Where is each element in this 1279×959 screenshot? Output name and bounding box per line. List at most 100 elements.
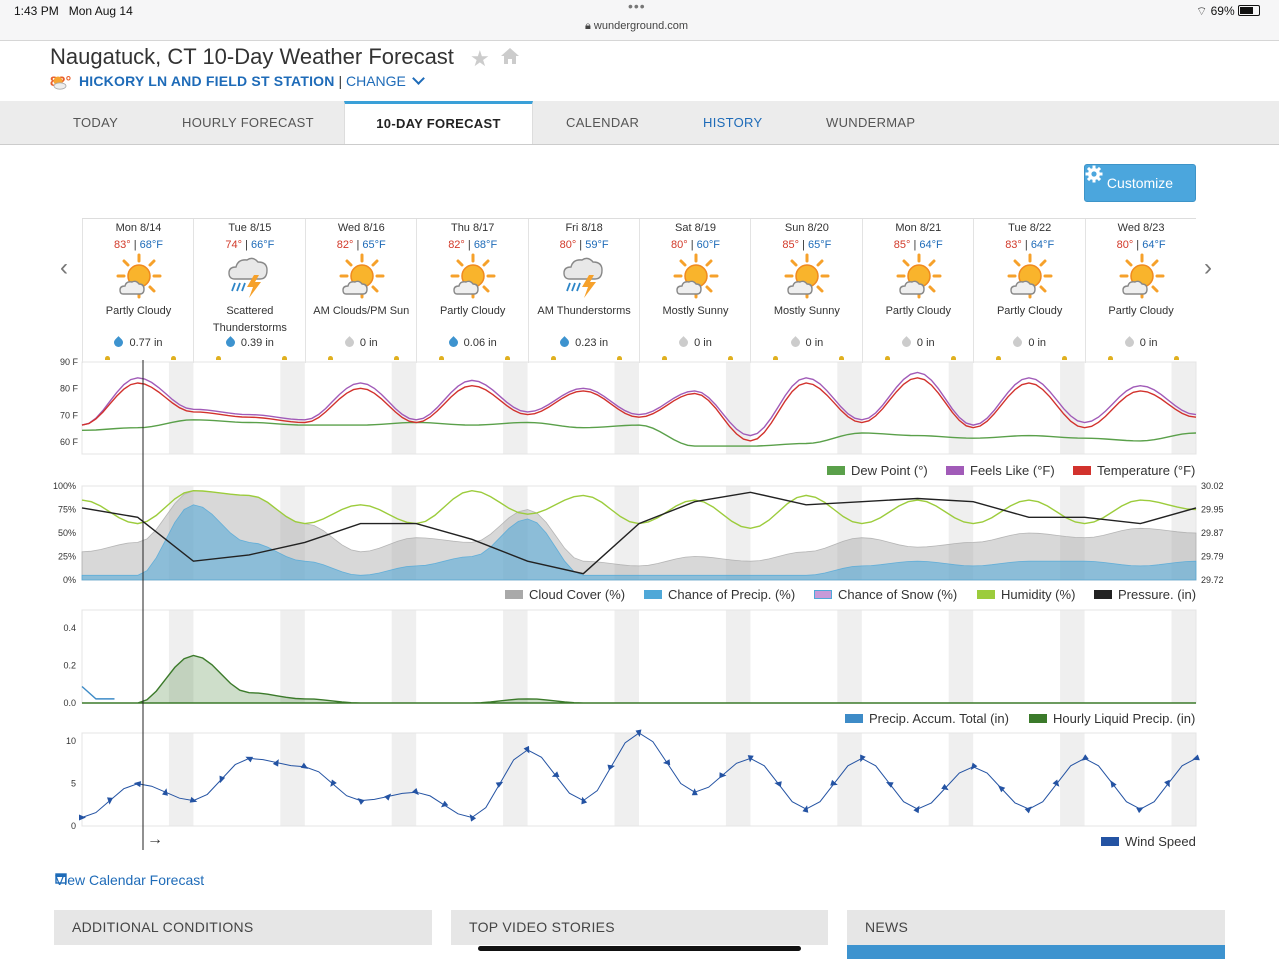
sunset-icon	[1173, 356, 1179, 360]
change-station-link[interactable]: CHANGE	[346, 72, 425, 89]
wind-direction-icon	[330, 779, 337, 787]
sunset-icon	[1062, 356, 1068, 360]
legend-hourly-liquid[interactable]: Hourly Liquid Precip. (in)	[1029, 711, 1195, 726]
day-date: Sat 8/19	[675, 222, 716, 234]
wind-direction-icon	[635, 729, 642, 737]
wind-direction-icon	[581, 796, 588, 805]
y-tick-label: 29.79	[1201, 552, 1224, 562]
day-column[interactable]: Sun 8/20 85° | 65°F Mostly Sunny 0 in	[750, 219, 862, 363]
night-band	[837, 610, 862, 703]
wind-direction-icon	[913, 805, 920, 814]
day-date: Wed 8/23	[1117, 222, 1165, 234]
legend-dew-point[interactable]: Dew Point (°)	[827, 463, 928, 478]
day-temps: 82° | 68°F	[448, 239, 498, 251]
legend-pressure[interactable]: Pressure. (in)	[1094, 587, 1196, 602]
day-date: Mon 8/21	[895, 222, 942, 234]
day-column[interactable]: Tue 8/15 74° | 66°F Scattered Thunderstorm…	[193, 219, 305, 363]
day-date: Tue 8/22	[1008, 222, 1052, 234]
next-days-arrow-icon[interactable]: ›	[1204, 254, 1212, 281]
sunset-icon	[393, 356, 399, 360]
home-icon[interactable]	[499, 45, 521, 67]
favorite-star-icon[interactable]: ★	[470, 46, 490, 71]
day-high: 80°	[559, 239, 577, 251]
legend-humidity[interactable]: Humidity (%)	[977, 587, 1075, 602]
night-band	[837, 362, 862, 454]
precip-accum-line	[81, 685, 115, 700]
gear-icon	[1085, 165, 1103, 183]
y-tick-label: 0%	[63, 575, 76, 585]
customize-button[interactable]: Customize	[1084, 164, 1196, 202]
sunrise-icon	[327, 356, 333, 360]
y-tick-label: 25%	[58, 552, 76, 562]
tab-calendar[interactable]: CALENDAR	[566, 115, 640, 130]
day-date: Sun 8/20	[784, 222, 829, 234]
day-column[interactable]: Wed 8/16 82° | 65°F AM Clouds/PM Sun 0 in	[304, 219, 417, 363]
battery-icon	[1238, 5, 1260, 16]
wind-direction-icon	[747, 755, 754, 763]
night-band	[948, 733, 974, 826]
station-link[interactable]: HICKORY LN AND FIELD ST STATION	[78, 73, 335, 89]
day-column[interactable]: Sat 8/19 80° | 60°F Mostly Sunny 0 in	[639, 219, 751, 363]
night-band	[391, 610, 417, 703]
sunset-icon	[171, 356, 176, 360]
view-calendar-link[interactable]: View Calendar Forecast	[55, 872, 205, 888]
tab-today[interactable]: TODAY	[73, 115, 119, 130]
legend-precip-accum[interactable]: Precip. Accum. Total (in)	[845, 711, 1009, 726]
prev-days-arrow-icon[interactable]: ‹	[60, 254, 68, 281]
y-tick-label: 80 F	[60, 384, 79, 394]
legend-temperature[interactable]: Temperature (°F)	[1073, 463, 1195, 478]
day-precip: 0.77 in	[83, 336, 194, 349]
legend-feels-like[interactable]: Feels Like (°F)	[946, 463, 1055, 478]
night-band	[391, 733, 417, 826]
legend-wind-speed[interactable]: Wind Speed	[1101, 834, 1196, 849]
day-column[interactable]: Mon 8/21 85° | 64°F Partly Cloudy 0 in	[861, 219, 974, 363]
sunset-icon	[839, 356, 845, 360]
wind-direction-icon	[941, 783, 949, 791]
sunrise-icon	[1107, 356, 1113, 360]
scroll-right-arrow[interactable]: →	[147, 831, 163, 848]
day-low: 64°F	[919, 239, 943, 251]
wind-direction-icon	[662, 759, 671, 766]
day-column[interactable]: Fri 8/18 80° | 59°F AM Thunderstorms 0.23 i…	[527, 219, 640, 363]
night-band	[280, 610, 305, 703]
day-date: Tue 8/15	[228, 222, 272, 234]
day-column[interactable]: Mon 8/14 83° | 68°F Partly Cloudy 0.77 in	[82, 219, 194, 363]
wind-direction-icon	[1136, 807, 1144, 814]
partly-cloudy-small-icon	[53, 76, 67, 90]
y-tick-label: 29.87	[1201, 528, 1224, 538]
day-condition: AM Clouds/PM Sun	[313, 305, 410, 317]
wind-direction-icon	[189, 796, 198, 803]
legend-chance-precip[interactable]: Chance of Precip. (%)	[644, 587, 795, 602]
day-column[interactable]: Tue 8/22 83° | 64°F Partly Cloudy 0 in	[973, 219, 1085, 363]
tab-hourly-forecast[interactable]: HOURLY FORECAST	[182, 115, 314, 130]
address-url[interactable]: 🔒︎ wunderground.com	[585, 20, 689, 32]
day-low: 65°F	[808, 239, 832, 251]
wind-direction-icon	[411, 787, 419, 796]
legend-chance-snow[interactable]: Chance of Snow (%)	[814, 587, 957, 602]
wind-direction-icon	[219, 775, 226, 784]
day-high: 74°	[225, 239, 243, 251]
partly-cloudy-icon	[672, 253, 720, 299]
day-column[interactable]: Wed 8/23 80° | 64°F Partly Cloudy 0 in	[1084, 219, 1197, 363]
day-condition: Scattered Thunderstorms	[212, 305, 287, 334]
more-dots-icon[interactable]: •••	[628, 0, 646, 14]
tab-wundermap[interactable]: WUNDERMAP	[826, 115, 916, 130]
wind-direction-icon	[886, 781, 894, 788]
wind-direction-icon	[830, 779, 838, 786]
thunderstorm-icon	[226, 253, 274, 299]
day-condition: Partly Cloudy	[1108, 305, 1174, 317]
wind-direction-icon	[523, 745, 530, 754]
night-band	[725, 362, 751, 454]
tab-history[interactable]: HISTORY	[703, 115, 763, 130]
tab-10-day-forecast[interactable]: 10-DAY FORECAST	[344, 101, 533, 144]
partly-cloudy-icon	[895, 253, 943, 299]
day-condition: Partly Cloudy	[885, 305, 951, 317]
night-band	[280, 733, 305, 826]
station-bar: 82° HICKORY LN AND FIELD ST STATION | CH…	[50, 72, 425, 90]
wind-direction-icon	[272, 759, 279, 767]
y-tick-label: 0	[71, 821, 76, 831]
day-temps: 80° | 59°F	[559, 239, 609, 251]
day-column[interactable]: Thu 8/17 82° | 68°F Partly Cloudy 0.06 in	[416, 219, 528, 363]
sunrise-icon	[773, 356, 779, 360]
legend-cloud-cover[interactable]: Cloud Cover (%)	[505, 587, 625, 602]
